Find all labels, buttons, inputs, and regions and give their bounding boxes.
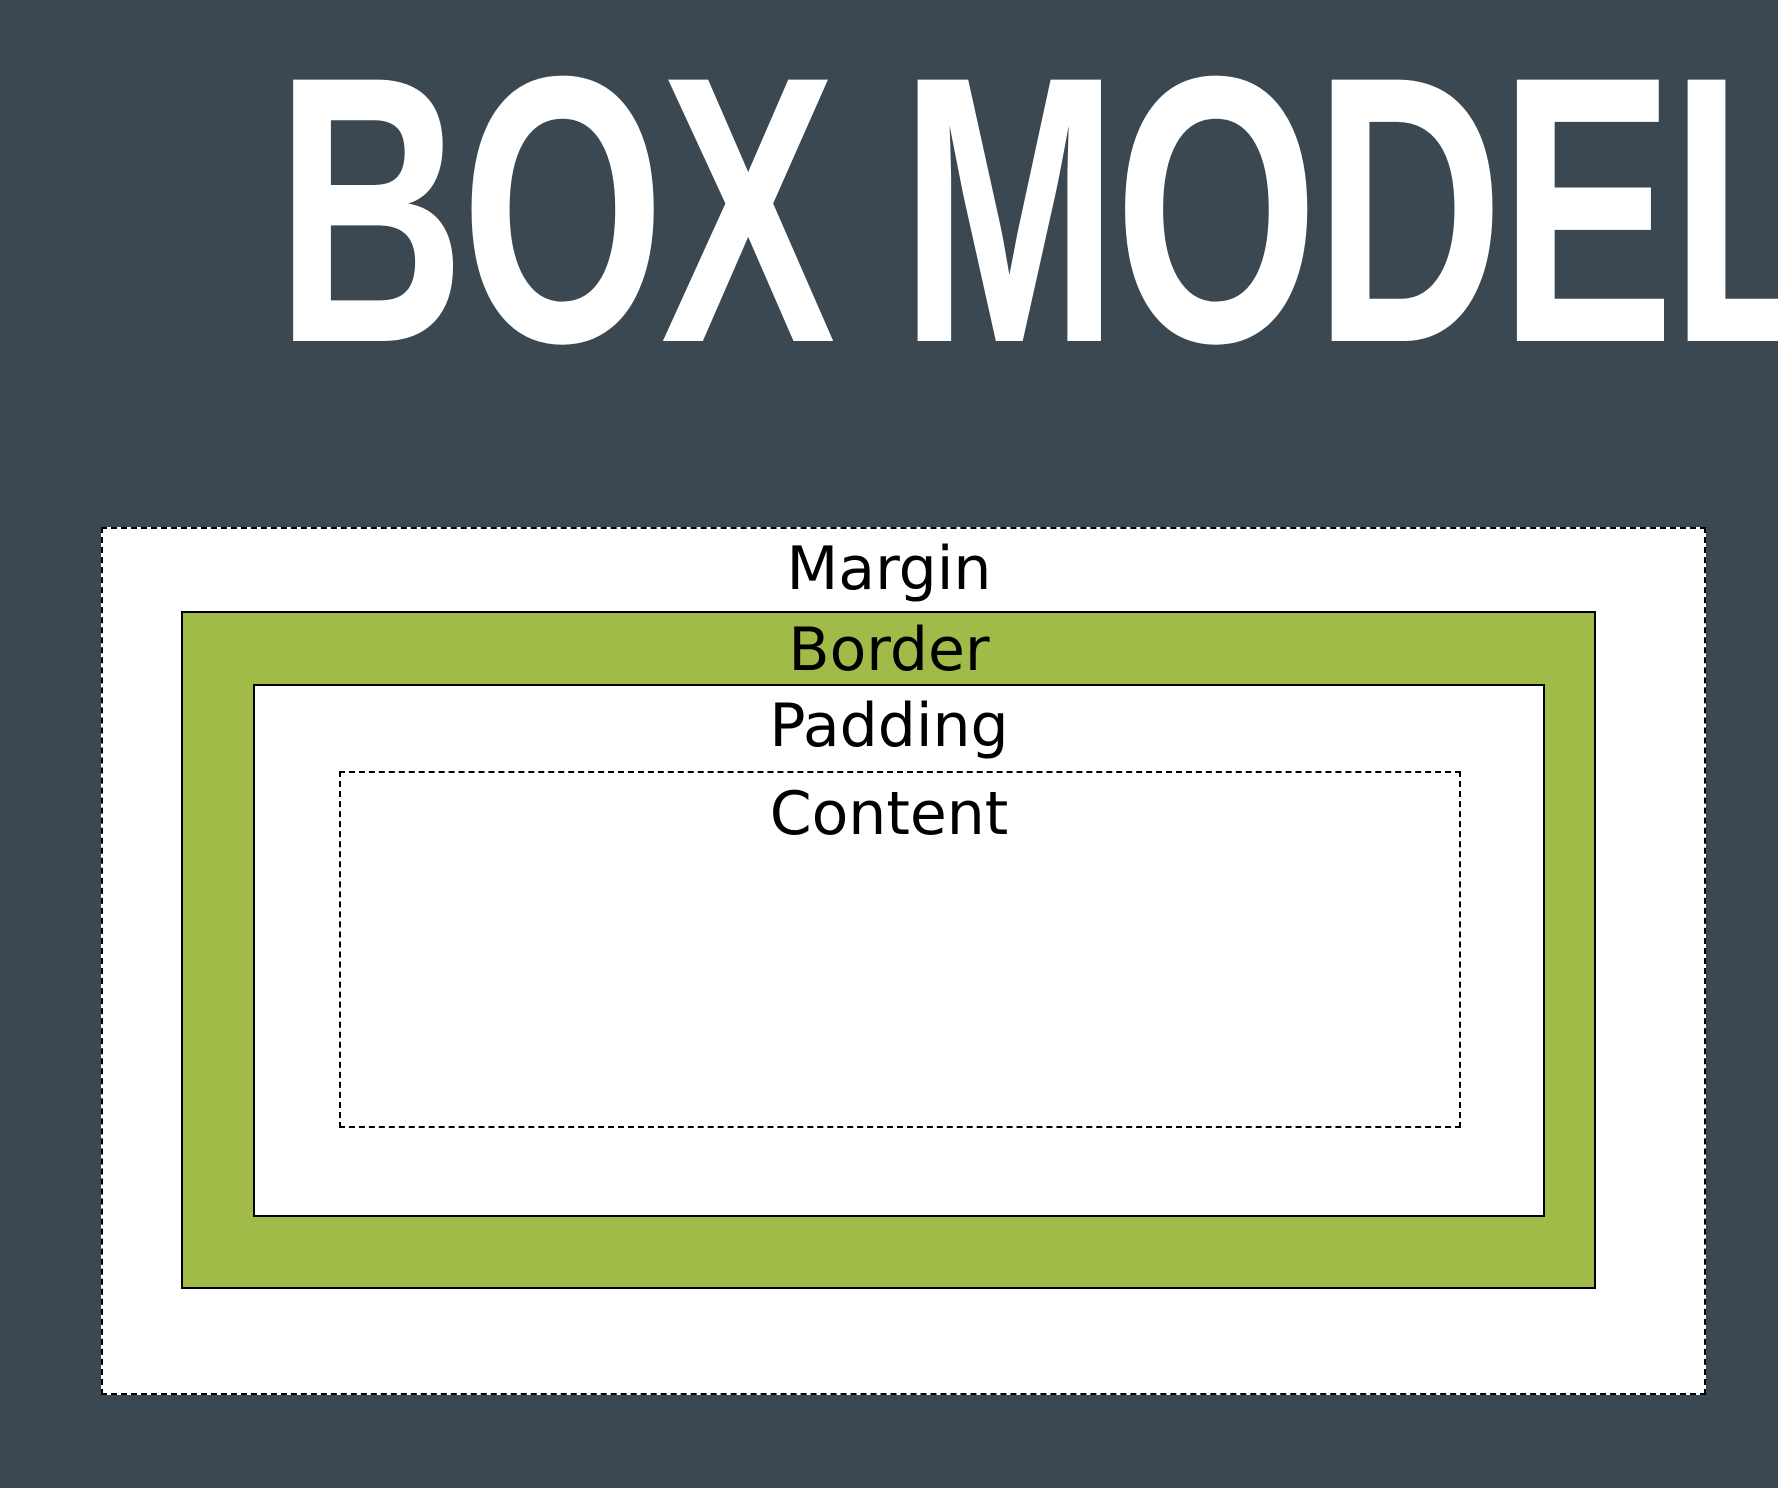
content-label: Content [769, 779, 1009, 849]
margin-label: Margin [786, 534, 992, 604]
content-box [339, 771, 1461, 1128]
page-title: BOX MODEL [275, 0, 1778, 422]
border-label: Border [788, 615, 990, 685]
padding-label: Padding [769, 691, 1009, 761]
